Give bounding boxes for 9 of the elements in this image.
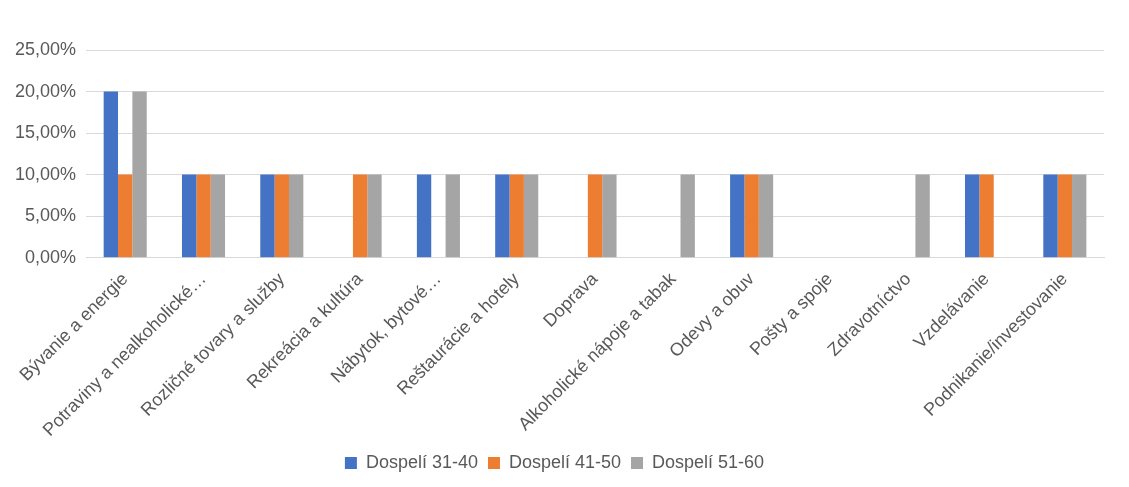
legend-label: Dospelí 41-50 [508,451,622,472]
y-tick-label: 20,00% [14,80,77,101]
legend-label: Dospelí 31-40 [365,451,478,472]
y-tick-label: 5,00% [25,205,77,226]
y-tick-label: 10,00% [14,163,77,184]
y-tick-label: 15,00% [14,122,77,143]
y-tick-label: 25,00% [14,38,77,59]
y-tick-label: 0,00% [25,246,77,267]
legend-label: Dospelí 51-60 [652,451,765,472]
